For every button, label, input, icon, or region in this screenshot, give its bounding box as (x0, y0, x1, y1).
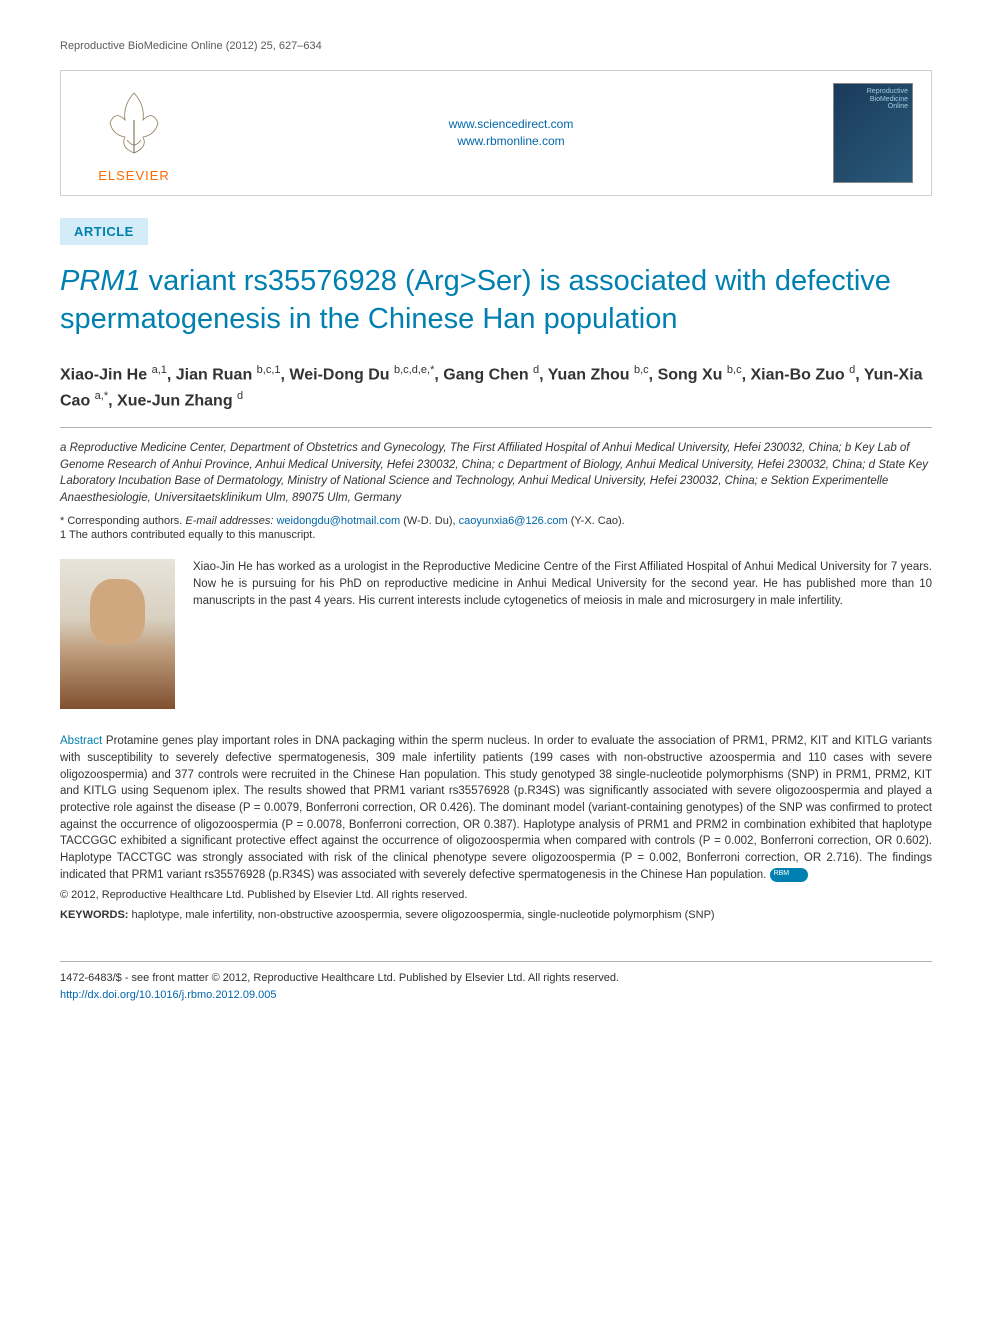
author-list: Xiao-Jin He a,1, Jian Ruan b,c,1, Wei-Do… (60, 362, 932, 413)
elsevier-tree-logo (94, 84, 174, 164)
abstract-label: Abstract (60, 735, 102, 747)
article-type-label: ARTICLE (60, 218, 148, 245)
rbm-online-badge-icon (770, 868, 808, 882)
abstract: Abstract Protamine genes play important … (60, 733, 932, 883)
publisher-links: www.sciencedirect.com www.rbmonline.com (189, 116, 833, 150)
title-gene-name: PRM1 (60, 265, 141, 297)
keywords-text: haplotype, male infertility, non-obstruc… (128, 909, 714, 921)
rbmonline-link[interactable]: www.rbmonline.com (189, 133, 833, 150)
keywords: KEYWORDS: haplotype, male infertility, n… (60, 909, 932, 921)
equal-contribution-note: 1 The authors contributed equally to thi… (60, 529, 932, 541)
corresponding-authors: * Corresponding authors. E-mail addresse… (60, 513, 932, 530)
sciencedirect-link[interactable]: www.sciencedirect.com (189, 116, 833, 133)
email-link-1[interactable]: weidongdu@hotmail.com (276, 515, 400, 527)
divider (60, 427, 932, 428)
keywords-label: KEYWORDS: (60, 909, 128, 921)
cover-title: Reproductive BioMedicine Online (867, 88, 908, 111)
elsevier-block: ELSEVIER (79, 84, 189, 183)
doi-link[interactable]: http://dx.doi.org/10.1016/j.rbmo.2012.09… (60, 987, 932, 1004)
publisher-banner: ELSEVIER www.sciencedirect.com www.rbmon… (60, 70, 932, 196)
front-matter-copyright: 1472-6483/$ - see front matter © 2012, R… (60, 970, 932, 987)
author-bio-section: Xiao-Jin He has worked as a urologist in… (60, 559, 932, 709)
page-footer: 1472-6483/$ - see front matter © 2012, R… (60, 961, 932, 1003)
journal-citation: Reproductive BioMedicine Online (2012) 2… (60, 40, 932, 52)
elsevier-wordmark: ELSEVIER (98, 168, 170, 183)
email-link-2[interactable]: caoyunxia6@126.com (459, 515, 568, 527)
author-bio-text: Xiao-Jin He has worked as a urologist in… (193, 559, 932, 609)
abstract-body: Protamine genes play important roles in … (60, 735, 932, 880)
abstract-copyright: © 2012, Reproductive Healthcare Ltd. Pub… (60, 889, 932, 901)
journal-cover-thumbnail: Reproductive BioMedicine Online (833, 83, 913, 183)
article-title: PRM1 variant rs35576928 (Arg>Ser) is ass… (60, 263, 932, 338)
author-photo (60, 559, 175, 709)
affiliations: a Reproductive Medicine Center, Departme… (60, 440, 932, 507)
